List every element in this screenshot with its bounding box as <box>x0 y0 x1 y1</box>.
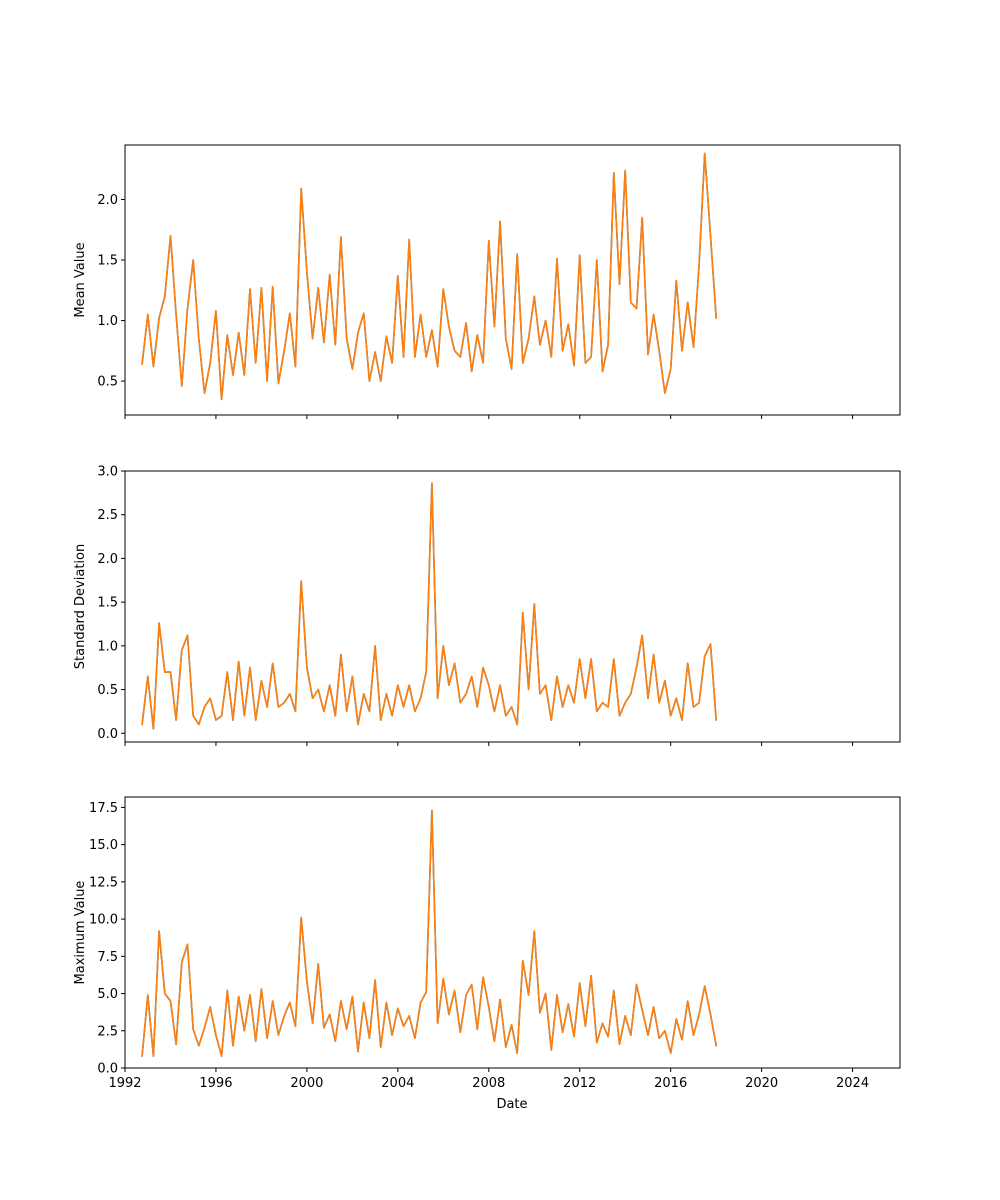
y-tick-label: 2.5 <box>97 1024 118 1039</box>
panel-3: 0.0 2.5 5.0 7.5 10.0 12.5 15.0 17.5 1992 1996 2000… <box>73 796 901 1091</box>
panel-2-axes-frame <box>124 470 901 743</box>
panel-1-series-2-line <box>141 152 717 401</box>
x-tick: 2012 <box>563 1068 596 1091</box>
y-tick-label: 10.0 <box>89 913 118 928</box>
y-tick: 0.0 <box>97 1062 125 1077</box>
y-tick-label: 0.0 <box>97 727 118 742</box>
y-tick: 7.5 <box>97 950 125 965</box>
y-tick: 2.5 <box>97 1024 125 1039</box>
x-tick-label: 2020 <box>745 1076 778 1091</box>
x-tick: 2004 <box>381 1068 414 1091</box>
y-tick: 1.0 <box>97 639 125 654</box>
x-axis-label: Date <box>496 1097 527 1112</box>
panel-3-series-2-line <box>141 809 717 1057</box>
x-tick-label: 2000 <box>290 1076 323 1091</box>
panel-3-y-axis-label: Maximum Value <box>73 881 88 985</box>
y-tick-label: 1.0 <box>97 639 118 654</box>
x-tick-label: 2008 <box>472 1076 505 1091</box>
panels: 0.5 1.0 1.5 2.0 Mean Value 0.0 0.5 1.0 1.5 2.0 2.5… <box>73 144 901 1091</box>
panel-1-axes-frame <box>124 144 901 416</box>
y-tick: 1.5 <box>97 254 125 269</box>
y-tick: 5.0 <box>97 987 125 1002</box>
panel-2-y-axis-label: Standard Deviation <box>73 544 88 669</box>
y-tick: 1.5 <box>97 596 125 611</box>
y-tick-label: 1.5 <box>97 254 118 269</box>
y-tick-label: 15.0 <box>89 838 118 853</box>
x-tick-label: 2012 <box>563 1076 596 1091</box>
x-tick-label: 2016 <box>654 1076 687 1091</box>
y-tick-label: 2.0 <box>97 193 118 208</box>
panel-2-series-2-line <box>141 482 717 730</box>
y-tick: 2.0 <box>97 193 125 208</box>
panel-3-axes-frame <box>124 796 901 1069</box>
y-tick: 2.5 <box>97 508 125 523</box>
y-tick: 2.0 <box>97 552 125 567</box>
y-tick-label: 2.5 <box>97 508 118 523</box>
y-tick: 10.0 <box>89 913 125 928</box>
y-tick-label: 17.5 <box>89 801 118 816</box>
x-tick: 2024 <box>836 1068 869 1091</box>
x-tick-label: 2024 <box>836 1076 869 1091</box>
y-tick-label: 5.0 <box>97 987 118 1002</box>
x-tick: 2020 <box>745 1068 778 1091</box>
y-tick: 17.5 <box>89 801 125 816</box>
y-tick-label: 1.0 <box>97 314 118 329</box>
y-tick-label: 7.5 <box>97 950 118 965</box>
x-tick-label: 1992 <box>108 1076 141 1091</box>
y-tick: 15.0 <box>89 838 125 853</box>
y-tick: 0.0 <box>97 727 125 742</box>
x-tick: 2000 <box>290 1068 323 1091</box>
panel-1-y-axis-label: Mean Value <box>73 242 88 317</box>
x-tick: 1992 <box>108 1068 142 1091</box>
y-tick-label: 3.0 <box>97 465 118 480</box>
x-tick-label: 1996 <box>199 1076 232 1091</box>
x-tick: 2008 <box>472 1068 505 1091</box>
y-tick-label: 0.5 <box>97 375 118 390</box>
y-tick: 0.5 <box>97 683 125 698</box>
x-tick: 1996 <box>199 1068 232 1091</box>
y-tick: 1.0 <box>97 314 125 329</box>
y-tick: 12.5 <box>89 875 125 890</box>
y-tick-label: 2.0 <box>97 552 118 567</box>
y-tick-label: 0.0 <box>97 1062 118 1077</box>
panel-1: 0.5 1.0 1.5 2.0 Mean Value <box>73 144 901 419</box>
y-tick-label: 12.5 <box>89 875 118 890</box>
y-tick: 3.0 <box>97 465 125 480</box>
y-tick-label: 1.5 <box>97 596 118 611</box>
x-tick: 2016 <box>654 1068 687 1091</box>
y-tick-label: 0.5 <box>97 683 118 698</box>
panel-2: 0.0 0.5 1.0 1.5 2.0 2.5 3.0 Standard Deviation <box>73 465 901 746</box>
y-tick: 0.5 <box>97 375 125 390</box>
x-tick-label: 2004 <box>381 1076 414 1091</box>
